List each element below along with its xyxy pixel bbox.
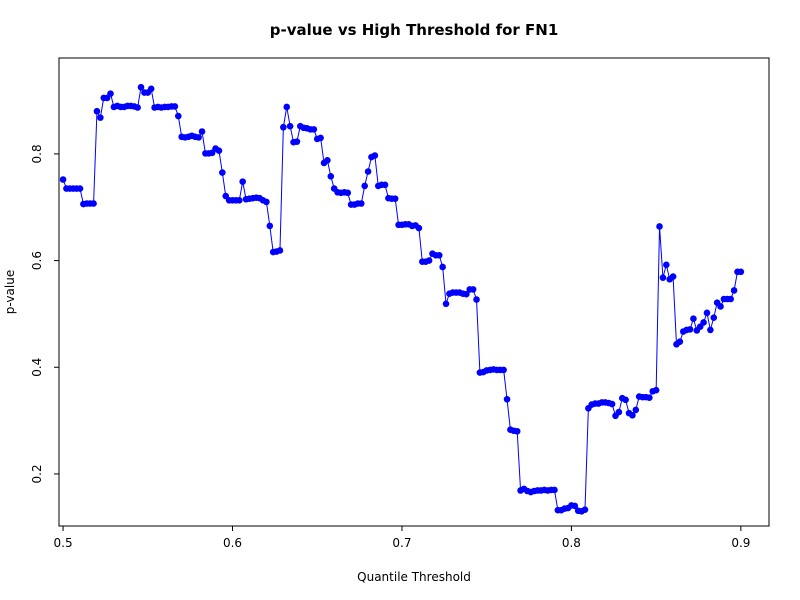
data-point (700, 319, 707, 326)
data-point (266, 222, 274, 230)
data-point (358, 200, 365, 207)
x-axis: 0.5 0.6 0.7 0.8 0.9 (54, 526, 750, 550)
data-point (97, 114, 104, 121)
data-point (581, 506, 589, 513)
data-point (310, 126, 318, 133)
data-point (174, 112, 182, 120)
x-tick-label: 0.6 (223, 536, 242, 550)
chart-title: p-value vs High Threshold for FN1 (270, 21, 559, 39)
plot-frame (58, 57, 770, 527)
x-axis-label: Quantile Threshold (357, 570, 471, 584)
data-point (317, 134, 324, 142)
data-point (263, 198, 270, 206)
data-point (463, 290, 470, 298)
data-point (669, 273, 677, 280)
data-point (195, 134, 202, 141)
data-point (656, 223, 663, 230)
data-point (571, 502, 579, 510)
data-point (439, 263, 446, 271)
data-point (629, 411, 636, 419)
data-point (280, 123, 287, 131)
y-axis-label: p-value (3, 270, 17, 314)
y-tick-label: 0.4 (30, 358, 44, 377)
data-point (659, 274, 667, 281)
data-point (551, 486, 558, 494)
y-tick-label: 0.2 (30, 464, 44, 483)
data-point (59, 176, 67, 183)
series-points (59, 83, 745, 515)
data-point (646, 394, 653, 401)
data-point (76, 185, 84, 192)
data-point (327, 173, 335, 180)
data-point (286, 122, 294, 130)
data-point (276, 247, 284, 254)
data-point (324, 157, 331, 164)
data-point (425, 257, 433, 264)
data-point (134, 104, 141, 111)
data-point (469, 286, 477, 293)
y-tick-label: 0.6 (30, 251, 44, 270)
data-point (283, 103, 291, 111)
data-point (707, 326, 714, 334)
data-point (147, 85, 155, 93)
data-point (686, 326, 694, 333)
x-tick-label: 0.5 (54, 536, 73, 550)
data-point (500, 366, 507, 374)
y-tick-label: 0.8 (30, 144, 44, 163)
data-point (293, 138, 301, 145)
data-point (198, 128, 206, 135)
data-point (107, 90, 114, 97)
data-point (615, 408, 623, 416)
data-point (663, 261, 670, 269)
data-point (710, 314, 718, 321)
data-point (737, 268, 745, 276)
data-point (727, 295, 734, 303)
data-point (415, 224, 423, 232)
data-point (513, 427, 521, 435)
x-tick-label: 0.7 (392, 536, 411, 550)
data-point (171, 103, 179, 110)
data-point (391, 195, 399, 203)
data-point (93, 107, 101, 115)
data-point (381, 181, 389, 189)
data-point (473, 296, 480, 303)
data-point (137, 83, 145, 91)
data-point (442, 300, 450, 308)
data-point (371, 152, 379, 159)
data-point (690, 315, 697, 323)
x-tick-label: 0.8 (562, 536, 581, 550)
y-axis: 0.2 0.4 0.6 0.8 (30, 144, 59, 483)
data-point (344, 189, 352, 197)
data-point (632, 406, 640, 414)
data-point (608, 400, 616, 408)
data-point (652, 386, 660, 394)
data-point (90, 200, 97, 207)
data-point (503, 395, 511, 403)
data-point (435, 251, 443, 259)
data-point (622, 396, 629, 404)
data-point (703, 309, 711, 317)
data-point (676, 338, 684, 345)
data-point (236, 197, 243, 204)
data-point (361, 182, 368, 190)
data-point (215, 147, 223, 154)
data-point (239, 178, 246, 185)
data-point (364, 168, 372, 175)
data-point (219, 169, 226, 176)
x-tick-label: 0.9 (731, 536, 750, 550)
data-point (730, 287, 738, 294)
data-point (717, 303, 724, 310)
